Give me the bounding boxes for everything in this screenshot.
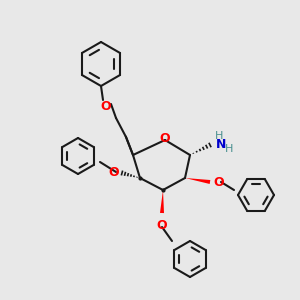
Text: N: N — [216, 137, 226, 151]
Text: H: H — [215, 131, 223, 141]
Text: O: O — [160, 133, 170, 146]
Text: O: O — [101, 100, 111, 112]
Polygon shape — [160, 190, 164, 213]
Text: O: O — [213, 176, 224, 188]
Polygon shape — [185, 178, 210, 184]
Text: O: O — [108, 166, 119, 178]
Text: H: H — [225, 144, 233, 154]
Text: O: O — [157, 219, 167, 232]
